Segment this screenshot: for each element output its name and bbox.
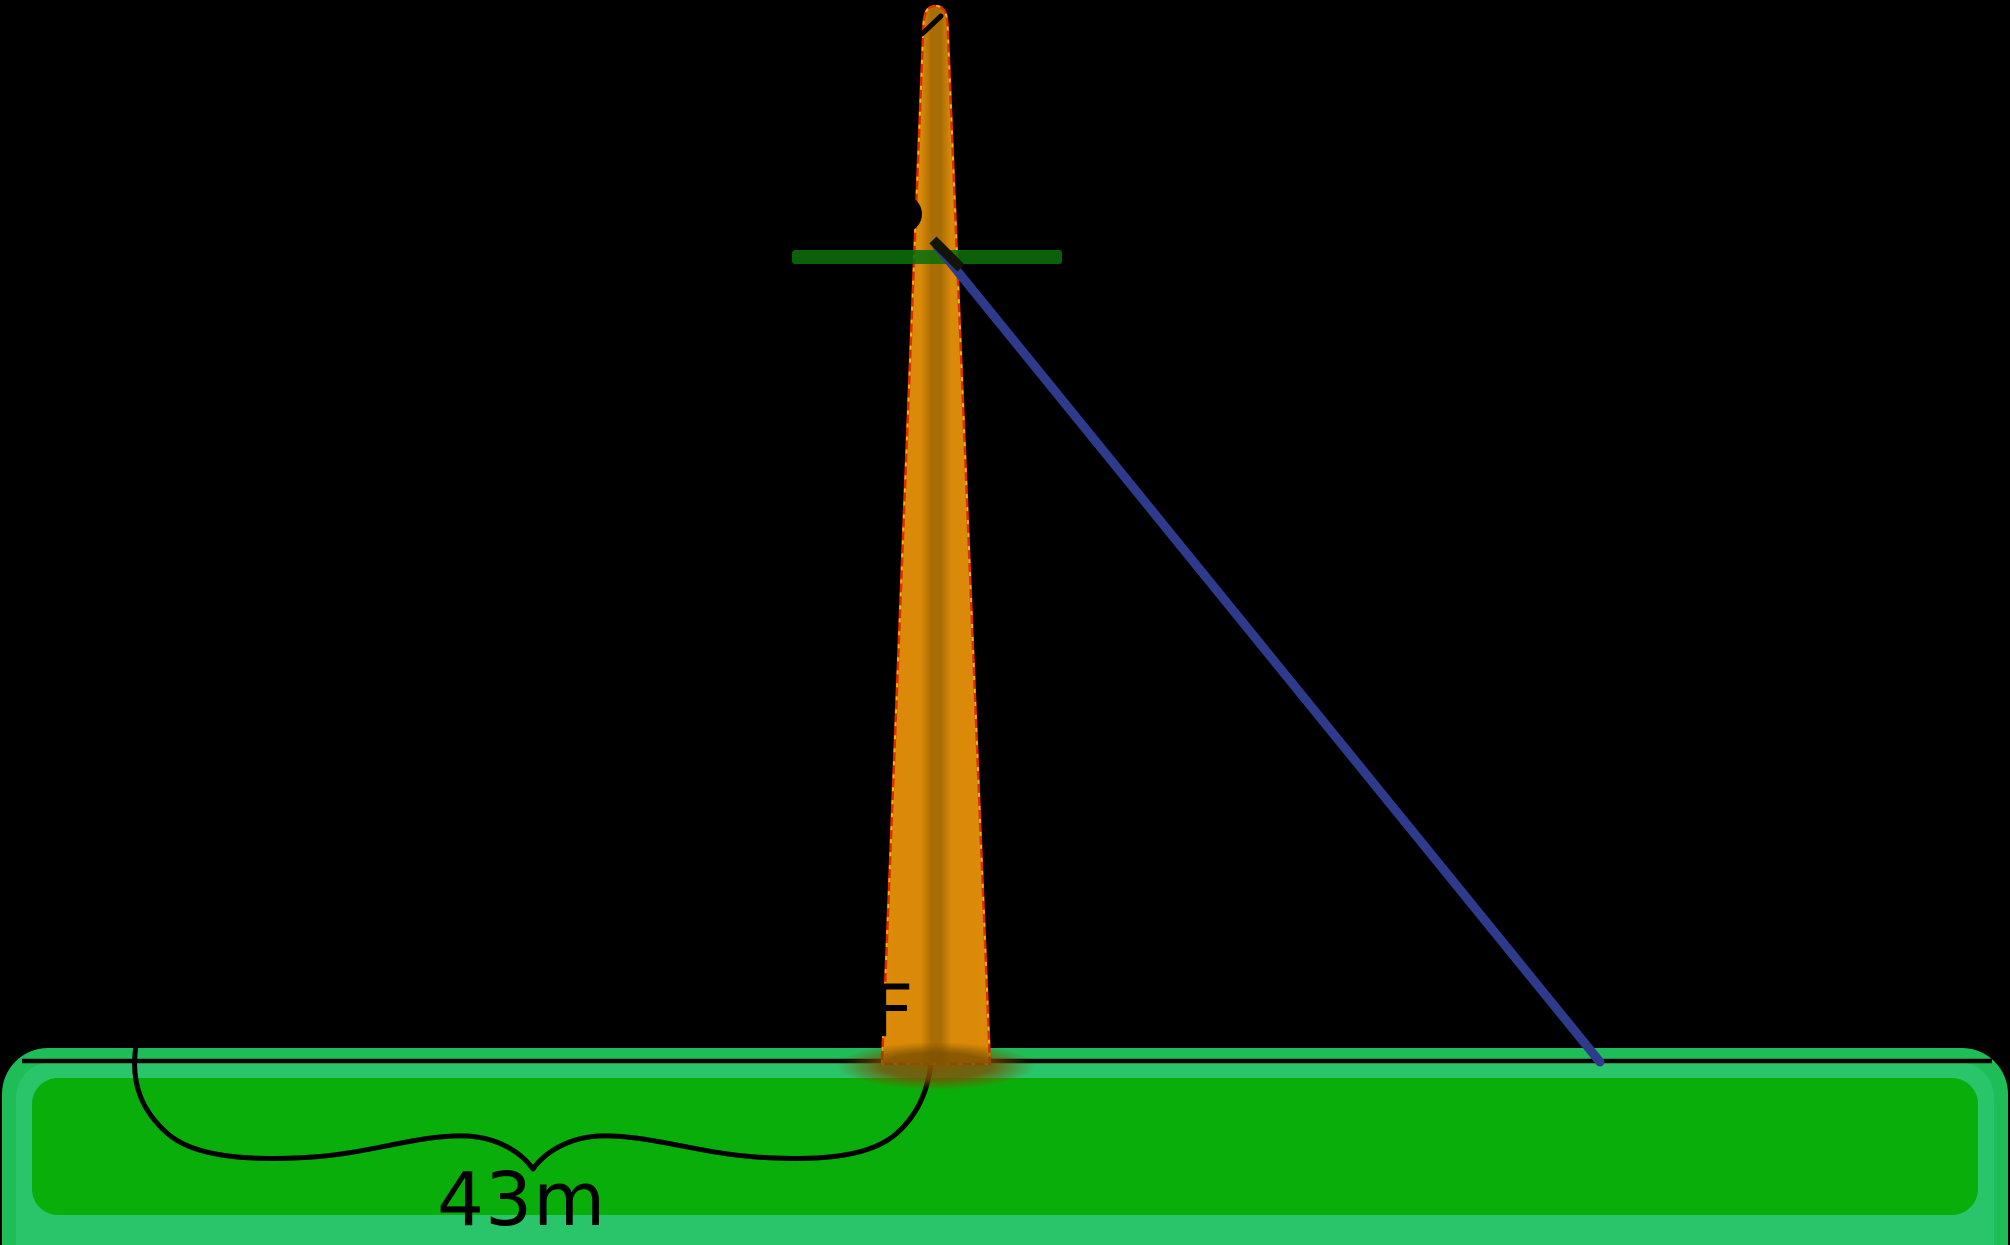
- tower-body: [880, 4, 992, 1066]
- wire-bar-overlap-shade: [929, 236, 965, 272]
- side-dot-mark: [884, 195, 922, 233]
- tip-mark: [919, 13, 944, 37]
- guy-wire: [932, 241, 1605, 1067]
- tower-base-shadow: [836, 1042, 1036, 1090]
- distance-label: 43m: [437, 1157, 606, 1243]
- tower: [880, 4, 992, 1066]
- ground: [2, 1048, 2008, 1245]
- height-marker-bar: [792, 250, 1062, 264]
- distance-brace: [132, 1042, 936, 1172]
- base-label: F: [872, 969, 913, 1053]
- ground-surface: [32, 1078, 1978, 1215]
